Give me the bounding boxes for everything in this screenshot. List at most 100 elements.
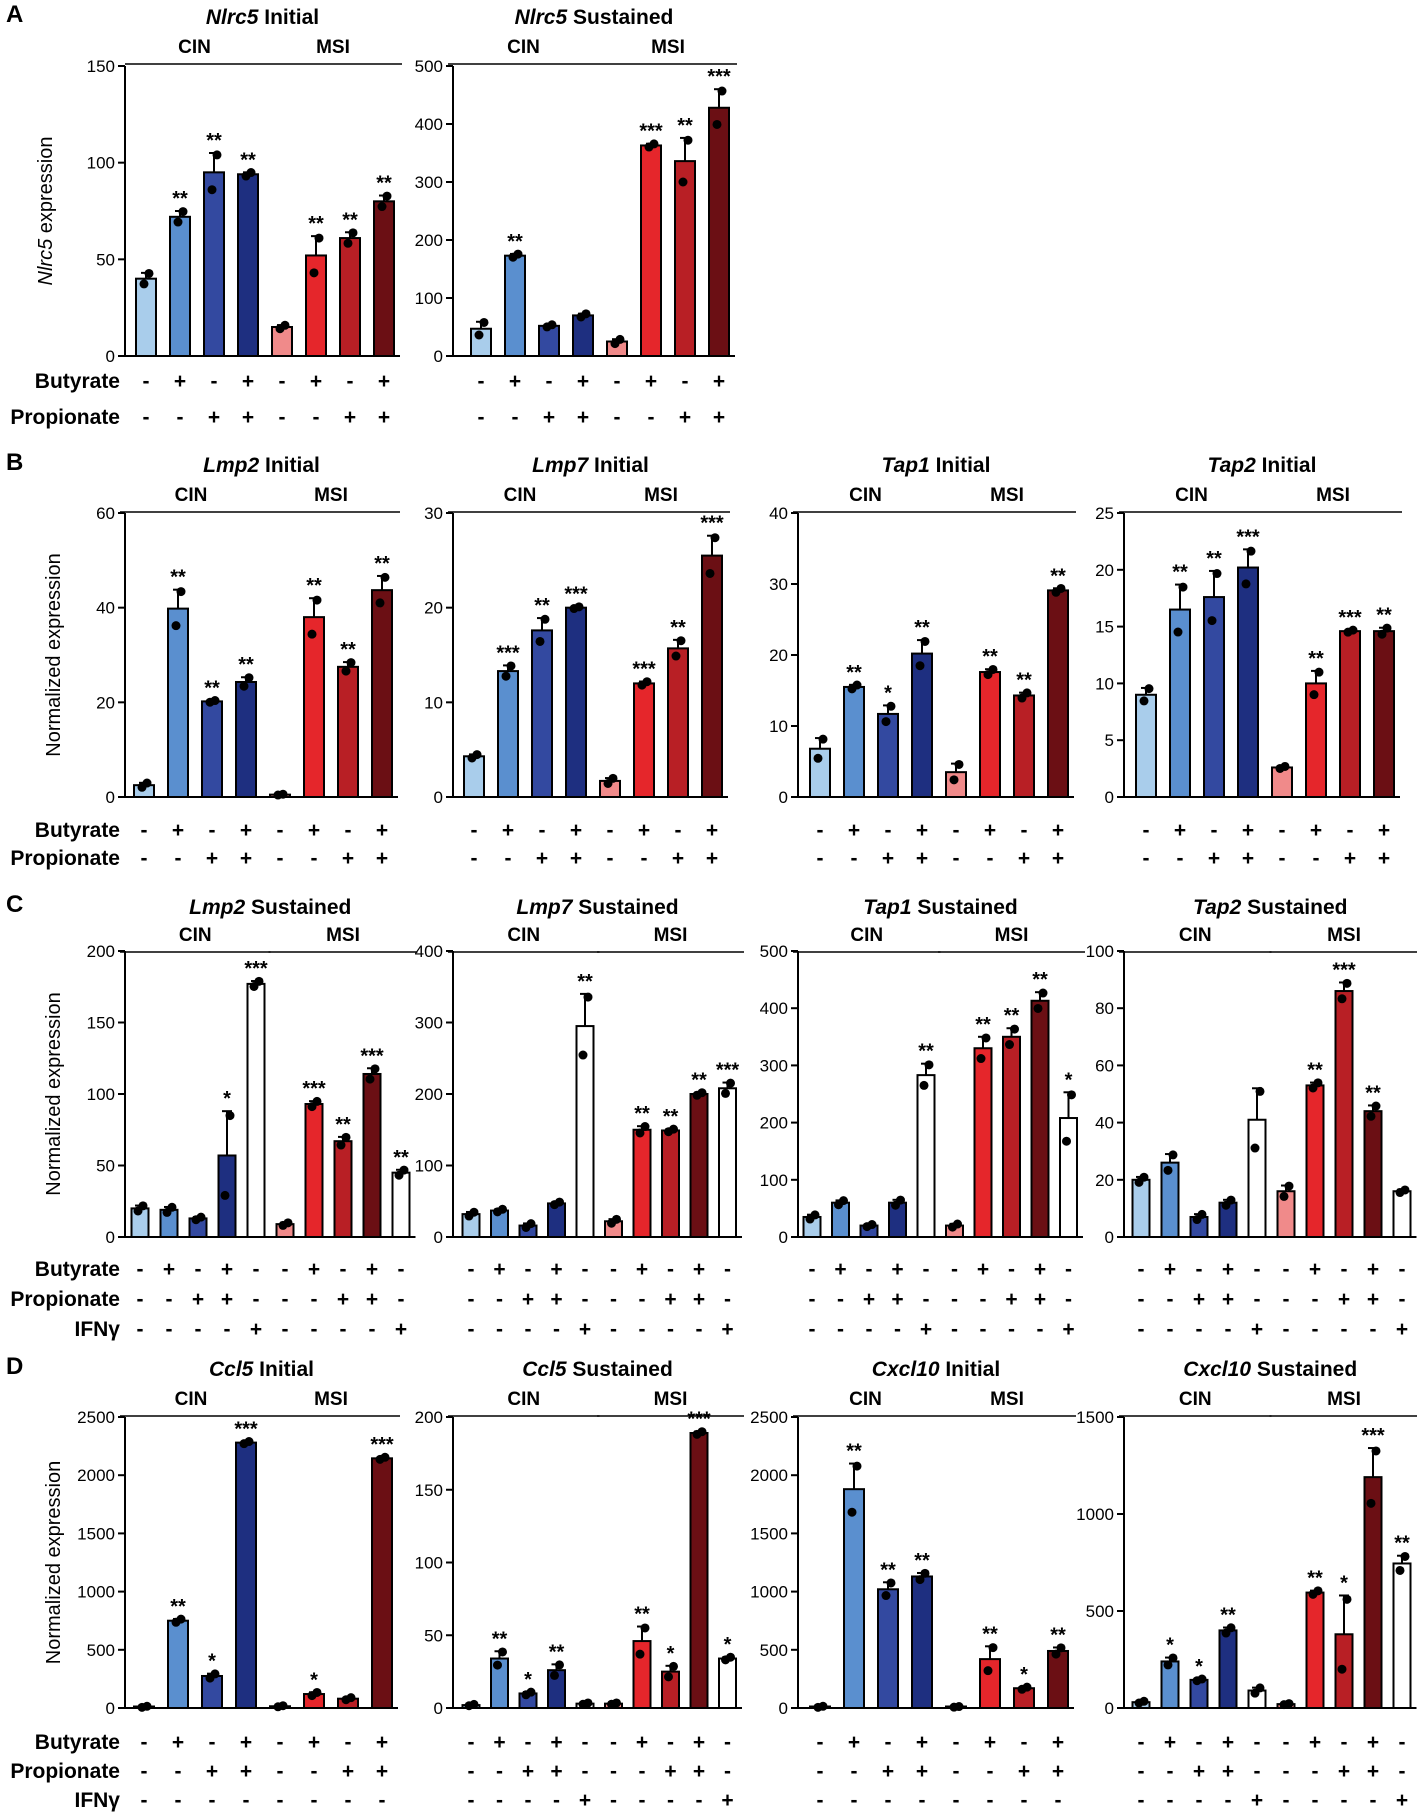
data-point [1010,1024,1019,1034]
significance-label: ** [1394,1533,1410,1555]
significance-label: ** [170,1596,186,1618]
treatment-sign-propionate: - [277,847,284,870]
treatment-sign-propionate: - [923,1288,930,1311]
data-point [813,753,823,763]
panel-letter: C [6,891,23,918]
treatment-sign-butyrate: - [610,1731,617,1754]
data-point [671,651,681,661]
treatment-sign-butyrate: - [143,370,150,393]
bar [373,200,395,357]
significance-label: ** [335,1114,351,1136]
data-point [479,317,489,327]
data-point [1377,629,1387,639]
treatment-sign-ifng: + [721,1789,733,1812]
treatment-sign-ifng: - [866,1318,873,1341]
data-point [394,1170,404,1180]
y-axis-label-rest: expression [35,137,57,239]
treatment-sign-propionate: - [496,1288,503,1311]
treatment-sign-propionate: - [610,1288,617,1311]
significance-label: ** [492,1628,508,1650]
data-point [847,1507,857,1517]
data-point [1382,623,1392,633]
treatment-sign-butyrate: - [539,819,546,842]
treatment-sign-propionate: - [311,847,318,870]
significance-label: ** [507,231,523,253]
treatment-sign-propionate: + [344,406,356,429]
treatment-sign-ifng: - [1138,1318,1145,1341]
treatment-sign-propionate: + [863,1288,875,1311]
panel-letter: A [6,1,23,28]
significance-label: * [1166,1635,1174,1657]
treatment-sign-propionate: + [376,1760,388,1783]
data-point [1314,667,1324,677]
y-tick-label: 100 [760,1171,788,1190]
chart-title-gene: Lmp7 [532,454,589,477]
y-tick-label: 20 [424,599,443,618]
group-label-cin: CIN [504,485,537,506]
treatment-sign-propionate: + [664,1288,676,1311]
treatment-sign-propionate: - [1177,847,1184,870]
group-label-msi: MSI [1316,485,1350,506]
significance-label: ** [1206,548,1222,570]
significance-label: ** [238,654,254,676]
treatment-sign-butyrate: - [724,1731,731,1754]
group-label-cin: CIN [1179,1389,1212,1410]
group-label-cin: CIN [179,925,212,946]
treatment-sign-butyrate: - [682,370,689,393]
data-point [920,1568,930,1578]
y-tick-label: 300 [760,1056,788,1075]
treatment-sign-butyrate: - [347,370,354,393]
group-label-cin: CIN [175,485,208,506]
treatment-sign-ifng: - [610,1789,617,1812]
significance-label: * [1195,1656,1203,1678]
data-point [493,1660,502,1670]
y-tick-label: 400 [415,942,443,961]
y-tick-label: 300 [415,173,443,192]
data-point [1366,1498,1376,1508]
bar [633,682,655,799]
data-point [176,587,186,597]
treatment-sign-ifng: - [525,1789,532,1812]
y-tick-label: 5 [1105,731,1114,750]
data-point [1173,627,1183,637]
treatment-sign-propionate: - [496,1760,503,1783]
treatment-sign-butyrate: + [1222,1731,1234,1754]
y-tick-label: 400 [415,115,443,134]
treatment-sign-butyrate: + [163,1258,175,1281]
data-point [212,150,222,160]
treatment-sign-ifng: - [1225,1789,1232,1812]
data-point [307,1691,317,1701]
significance-label: ** [634,1103,650,1125]
y-tick-label: 200 [760,1114,788,1133]
treatment-sign-ifng: - [919,1789,926,1812]
bar [1218,1629,1238,1710]
chart-title-rest: Initial [940,1358,1001,1381]
treatment-sign-ifng: - [1312,1318,1319,1341]
y-tick-label: 1000 [77,1583,115,1602]
treatment-sign-butyrate: - [277,819,284,842]
treatment-label-propionate: Propionate [10,1760,120,1783]
treatment-sign-butyrate: - [209,1731,216,1754]
bar [640,144,662,357]
treatment-sign-propionate: + [577,406,589,429]
bar [371,1457,393,1710]
treatment-sign-butyrate: - [1065,1258,1072,1281]
significance-label: *** [687,1409,711,1431]
bar [689,1432,709,1709]
significance-label: ** [982,1623,998,1645]
bar [235,1441,257,1710]
significance-label: ** [376,173,392,195]
treatment-sign-butyrate: - [1143,819,1150,842]
y-tick-label: 0 [434,347,443,366]
treatment-sign-propionate: - [505,847,512,870]
treatment-sign-butyrate: - [614,370,621,393]
y-tick-label: 1500 [77,1524,115,1543]
treatment-sign-propionate: + [1338,1288,1350,1311]
bar [333,1140,353,1238]
significance-label: ** [880,1559,896,1581]
bar [1135,693,1157,799]
data-point [1062,1136,1071,1146]
treatment-sign-ifng: - [639,1318,646,1341]
